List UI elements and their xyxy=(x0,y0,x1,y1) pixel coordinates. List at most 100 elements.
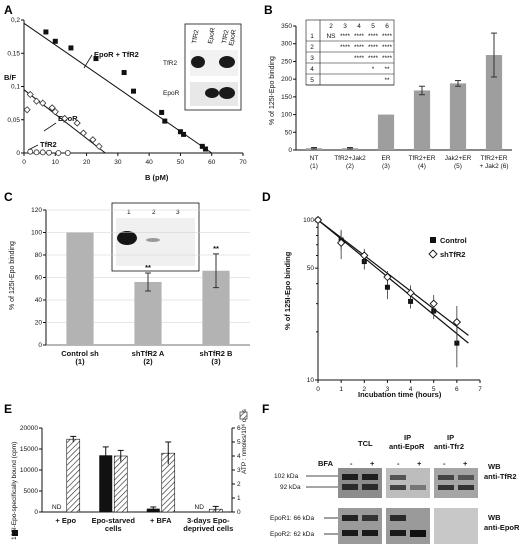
data-point xyxy=(43,29,49,35)
panel-label-e: E xyxy=(4,402,12,416)
legend-control: Control xyxy=(440,236,467,245)
data-point xyxy=(202,146,208,152)
data-point xyxy=(61,114,69,122)
inset-band xyxy=(146,238,160,242)
nd-label: ND xyxy=(195,504,205,511)
bar xyxy=(413,90,431,150)
data-point xyxy=(95,142,103,150)
sig-cell: * xyxy=(372,66,375,73)
data-point xyxy=(452,317,461,327)
data-point xyxy=(79,129,88,137)
data-point xyxy=(121,70,127,76)
data-point xyxy=(48,104,56,112)
sig-cell: **** xyxy=(382,44,393,51)
inset-col-epor: EpoR xyxy=(207,27,217,45)
y-tick-label: 100 xyxy=(281,112,292,119)
panel-a-ylabel: B/F xyxy=(4,73,17,82)
sig-cell: **** xyxy=(354,33,365,40)
sig-cell: **** xyxy=(368,44,379,51)
bfa-sign: - xyxy=(443,459,446,468)
significance-mark: ** xyxy=(145,263,151,272)
y-tick-label: 50 xyxy=(307,265,315,272)
x-category-label: Jak2+ER xyxy=(445,155,472,162)
legend-marker-control xyxy=(430,237,436,243)
data-point xyxy=(89,136,97,144)
inset-band xyxy=(219,87,235,99)
data-point xyxy=(23,106,31,114)
significance-mark: ** xyxy=(213,244,219,253)
y-tick-label: 60 xyxy=(35,275,43,282)
y-tick-label: 0 xyxy=(288,147,292,154)
panel-label-d: D xyxy=(262,190,271,204)
bfa-sign: + xyxy=(463,459,468,468)
x-tick-label: 5 xyxy=(432,386,436,393)
panel-e-ylabel-right: ATP : nmoles/10⁶ cells xyxy=(241,408,248,474)
panel-d-xlabel: Incubation time (hours) xyxy=(358,390,442,399)
data-point xyxy=(199,143,205,149)
sig-cell: **** xyxy=(340,33,351,40)
data-point xyxy=(162,118,168,124)
y-tick-label: 0,15 xyxy=(7,50,20,57)
panel-d-ylabel: % of 125I-Epo binding xyxy=(283,251,292,330)
panel-label-b: B xyxy=(264,3,273,17)
legend-left-fill xyxy=(12,530,18,536)
y-tick-label: 150 xyxy=(281,94,292,101)
wb-label-top: WB xyxy=(488,462,501,471)
x-tick-label: 0 xyxy=(316,386,320,393)
legend-marker-shtfr2 xyxy=(428,249,438,259)
label-epor-tfr2: EpoR + TfR2 xyxy=(94,50,139,59)
y-tick-label: 20000 xyxy=(20,425,38,432)
bar xyxy=(66,232,94,345)
bar xyxy=(449,83,467,150)
data-point xyxy=(313,215,323,225)
x-category-label: Control sh xyxy=(61,349,99,358)
sig-cell: **** xyxy=(368,55,379,62)
blot-bottom-ip-tfr2 xyxy=(434,508,478,544)
y-tick-label: 50 xyxy=(285,129,293,136)
x-category-label: TfR2+ER xyxy=(481,155,508,162)
data-point xyxy=(181,131,187,137)
bfa-label: BFA xyxy=(318,459,334,468)
x-category-label: TfR2+ER xyxy=(409,155,436,162)
sig-cell: **** xyxy=(382,33,393,40)
data-point xyxy=(33,149,40,156)
x-category-label: Epo-starved xyxy=(92,516,136,525)
x-category-label: + BFA xyxy=(150,516,172,525)
x-tick-label: 10 xyxy=(52,159,60,166)
y2-tick-label: 5 xyxy=(237,439,241,446)
bfa-sign: - xyxy=(397,459,400,468)
sig-row-label: 4 xyxy=(310,66,314,73)
x-category-label: TfR2+Jak2 xyxy=(334,155,366,162)
bar xyxy=(485,55,503,150)
sig-cell: **** xyxy=(354,44,365,51)
blot-top-ip-epor xyxy=(386,468,430,498)
data-point xyxy=(39,99,47,107)
panel-label-c: C xyxy=(4,190,13,204)
group-ip-tfr2: IP xyxy=(447,433,454,442)
panel-d-legend: Control shTfR2 xyxy=(428,236,467,259)
y-tick-label: 300 xyxy=(281,41,292,48)
bfa-sign: + xyxy=(417,459,422,468)
data-point xyxy=(429,299,438,308)
inset-band xyxy=(205,88,219,98)
sig-row-label: 1 xyxy=(310,33,314,40)
marker-92kda: 92 kDa xyxy=(280,484,301,491)
marker-epor1: EpoR1: 66 kDa xyxy=(270,515,314,522)
x-category-label: ER xyxy=(381,155,390,162)
legend-shtfr2: shTfR2 xyxy=(440,250,465,259)
sig-header: 5 xyxy=(371,23,375,30)
panel-a-scatter-chart: B/F B (pM) EpoR + TfR2 EpoR TfR2 TfR2 Ep… xyxy=(4,17,247,182)
bfa-sign: + xyxy=(370,459,375,468)
marker-102kda: 102 kDa xyxy=(274,473,299,480)
nd-label: ND xyxy=(52,504,62,511)
y-tick-label: 0,1 xyxy=(11,84,20,91)
y-tick-label: 200 xyxy=(281,76,292,83)
panel-b-bar-chart: % of 125I-Epo binding 2 3 4 5 61 NS **** **** **… xyxy=(269,19,512,170)
y-tick-label: 0 xyxy=(34,509,38,516)
sig-cell: ** xyxy=(384,77,390,84)
panel-a-xlabel: B (pM) xyxy=(145,173,169,182)
data-point xyxy=(131,88,136,94)
data-point xyxy=(68,45,74,51)
x-tick-label: 30 xyxy=(114,159,122,166)
